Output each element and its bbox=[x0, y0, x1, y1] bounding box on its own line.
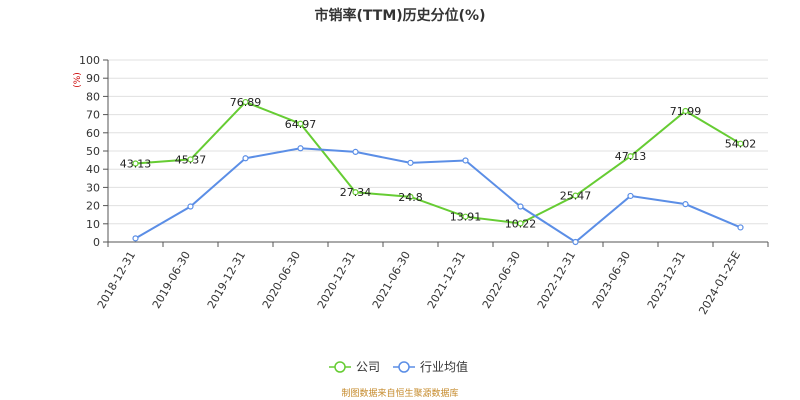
source-note: 制图数据来自恒生聚源数据库 bbox=[341, 387, 458, 399]
y-tick-label: 90 bbox=[86, 72, 100, 85]
data-point bbox=[517, 220, 524, 227]
y-tick-label: 50 bbox=[86, 145, 100, 158]
data-point bbox=[352, 189, 359, 196]
data-point bbox=[242, 155, 249, 162]
data-point bbox=[352, 148, 359, 156]
data-point bbox=[572, 192, 579, 199]
data-point bbox=[132, 160, 139, 167]
x-tick-label: 2022-06-30 bbox=[480, 249, 523, 311]
data-point bbox=[297, 120, 304, 127]
axes: 0 10 20 30 40 50 60 70 80 90 100 2018-12-31 2019-06-… bbox=[79, 54, 769, 317]
y-tick-label: 20 bbox=[86, 200, 100, 213]
series bbox=[132, 98, 744, 246]
data-point bbox=[407, 159, 414, 166]
data-label: 64.97 bbox=[285, 118, 317, 131]
y-axis-unit: (%) bbox=[73, 72, 83, 88]
x-tick-label: 2023-06-30 bbox=[590, 249, 633, 311]
data-point bbox=[627, 153, 634, 160]
data-label: 71.99 bbox=[670, 105, 702, 118]
x-tick-label: 2020-12-31 bbox=[315, 249, 358, 311]
legend[interactable]: 公司 行业均值 bbox=[329, 359, 468, 374]
y-tick-label: 80 bbox=[86, 90, 100, 103]
x-tick-label: 2022-12-31 bbox=[535, 249, 578, 311]
x-tick-label: 2023-12-31 bbox=[645, 249, 688, 311]
data-label: 10.22 bbox=[505, 217, 537, 230]
data-point bbox=[737, 224, 744, 231]
legend-marker-industry bbox=[398, 361, 410, 373]
y-tick-label: 40 bbox=[86, 163, 100, 176]
legend-item-industry[interactable]: 行业均值 bbox=[393, 359, 468, 374]
legend-label-company: 公司 bbox=[356, 360, 380, 374]
x-tick-label: 2024-01-25E bbox=[696, 249, 743, 317]
data-label: 24.8 bbox=[398, 191, 423, 204]
data-point bbox=[132, 235, 139, 242]
data-label: 45.37 bbox=[175, 153, 207, 166]
y-tick-label: 70 bbox=[86, 109, 100, 122]
series-line-1 bbox=[134, 147, 741, 244]
data-labels: 43.13 45.37 76.89 64.97 27.34 24.8 13.91 10.22 2… bbox=[120, 96, 757, 230]
x-tick-label: 2018-12-31 bbox=[95, 249, 138, 311]
data-label: 13.91 bbox=[450, 211, 482, 224]
series-line-0 bbox=[135, 100, 742, 225]
data-point bbox=[517, 203, 524, 210]
data-point bbox=[627, 192, 634, 200]
x-tick-label: 2019-06-30 bbox=[150, 249, 193, 311]
x-tick-label: 2020-06-30 bbox=[260, 249, 303, 311]
data-point bbox=[407, 193, 414, 200]
data-label: 47.13 bbox=[615, 150, 647, 163]
legend-label-industry: 行业均值 bbox=[420, 359, 468, 374]
y-tick-label: 0 bbox=[93, 236, 100, 249]
data-label: 25.47 bbox=[560, 190, 592, 203]
data-point bbox=[462, 213, 469, 220]
legend-item-company[interactable]: 公司 bbox=[329, 360, 380, 374]
x-tick-label: 2021-12-31 bbox=[425, 249, 468, 311]
data-point bbox=[572, 238, 579, 246]
data-point bbox=[297, 145, 304, 152]
data-label: 43.13 bbox=[120, 158, 152, 171]
data-point bbox=[462, 157, 469, 164]
data-point bbox=[187, 156, 194, 163]
x-tick-label: 2021-06-30 bbox=[370, 249, 413, 311]
data-point bbox=[682, 201, 689, 208]
y-tick-label: 100 bbox=[79, 54, 100, 67]
y-tick-label: 30 bbox=[86, 181, 100, 194]
data-label: 54.02 bbox=[725, 138, 757, 151]
y-tick-label: 10 bbox=[86, 218, 100, 231]
x-tick-label: 2019-12-31 bbox=[205, 249, 248, 311]
data-label: 27.34 bbox=[340, 186, 372, 199]
data-label: 76.89 bbox=[230, 96, 262, 109]
data-point bbox=[737, 140, 744, 147]
data-point bbox=[187, 203, 194, 210]
chart-title: 市销率(TTM)历史分位(%) bbox=[315, 7, 486, 24]
y-tick-label: 60 bbox=[86, 127, 100, 140]
data-point bbox=[242, 98, 249, 106]
data-point bbox=[682, 107, 689, 115]
gridlines bbox=[108, 59, 768, 225]
legend-marker-company bbox=[334, 361, 346, 373]
